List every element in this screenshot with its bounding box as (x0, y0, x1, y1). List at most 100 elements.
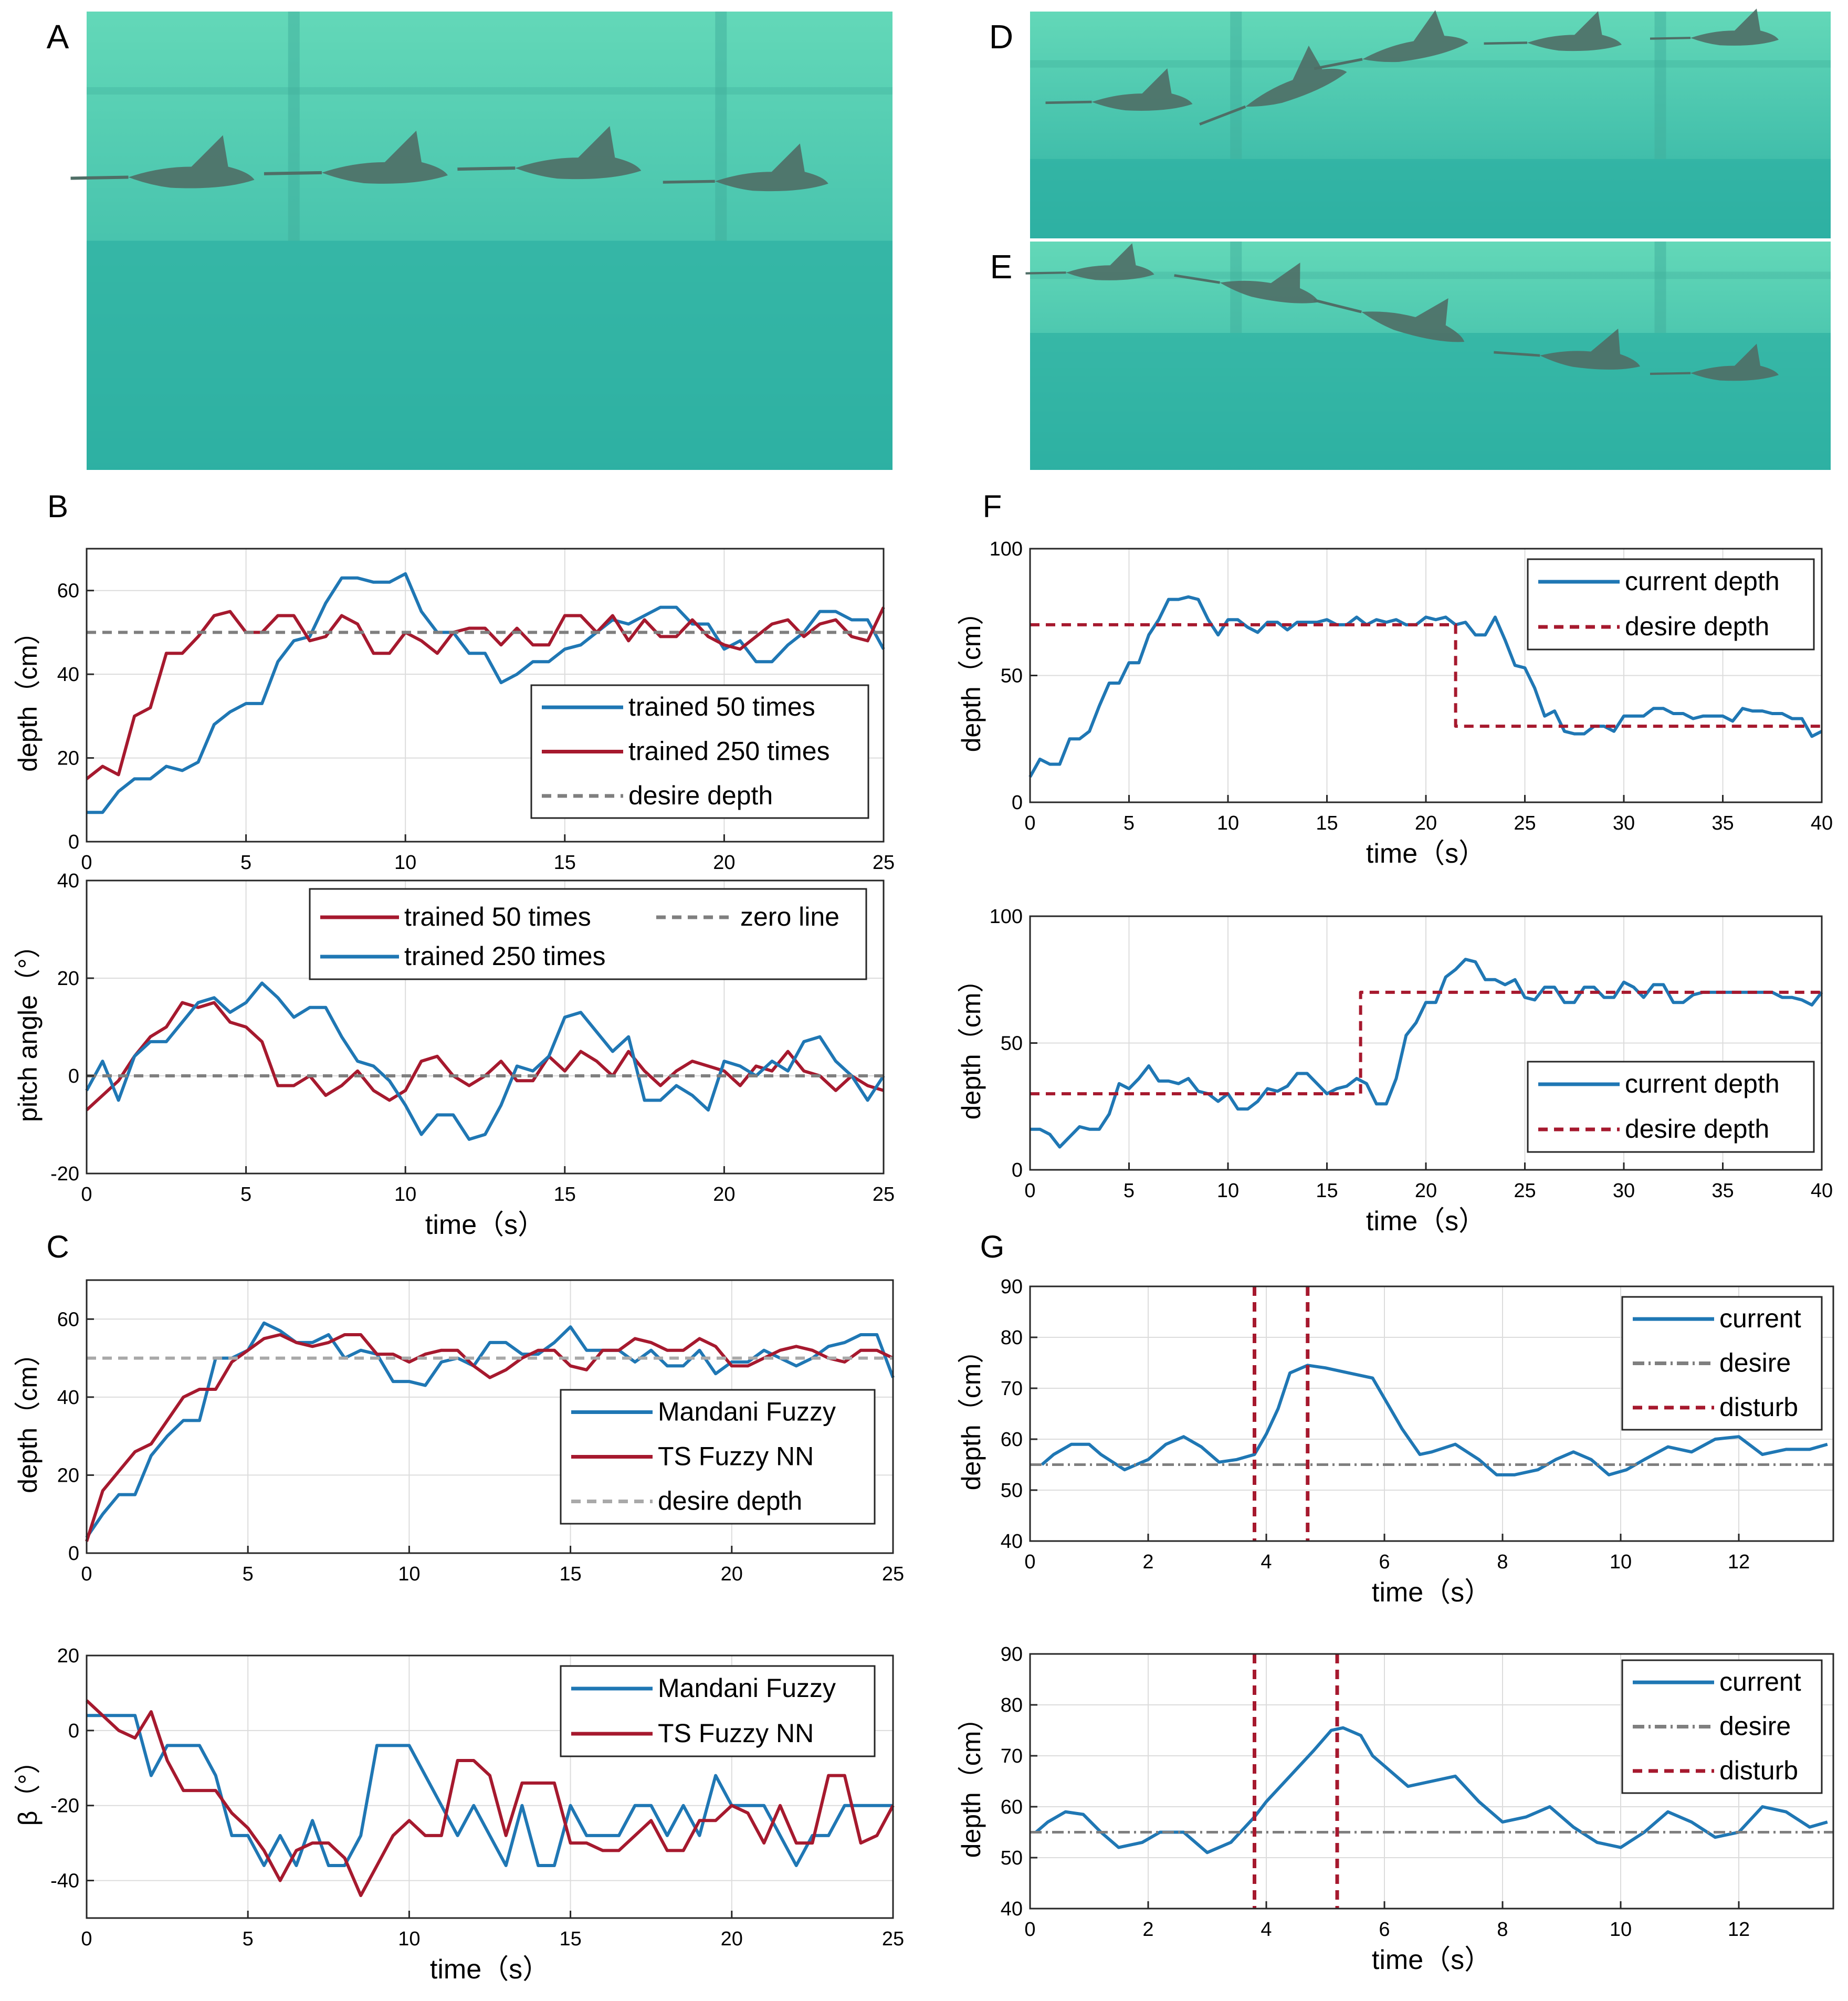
y-tick-label: 60 (1001, 1796, 1023, 1818)
x-tick-label: 6 (1379, 1919, 1390, 1941)
axes-box (1029, 1285, 1834, 1542)
x-tick-label: 25 (882, 1563, 904, 1585)
legend: current depth desire depth (1527, 558, 1815, 651)
series-line-current-depth (1030, 958, 1823, 1149)
x-tick-label: 0 (81, 1563, 92, 1585)
x-tick-label: 15 (559, 1563, 581, 1585)
y-tick-label: 0 (68, 1543, 79, 1565)
series-line-trained-250-times (85, 981, 885, 1141)
manta-tail (264, 171, 322, 175)
legend-label: desire depth (628, 781, 773, 810)
manta-tail (1199, 105, 1246, 126)
x-tick-label: 0 (81, 1183, 92, 1206)
manta-icon (1025, 243, 1154, 280)
legend-label: TS Fuzzy NN (658, 1719, 814, 1748)
manta-icon (1045, 68, 1193, 111)
tank-rail (87, 87, 892, 95)
tank-rail (1030, 60, 1831, 68)
legend-label: current (1719, 1667, 1801, 1696)
x-tick-label: 30 (1613, 812, 1635, 834)
y-tick-label: 60 (57, 1308, 79, 1330)
series-line-trained-50-times (87, 572, 885, 814)
y-tick-label: 50 (1001, 1480, 1023, 1502)
manta-icon (1484, 11, 1622, 51)
y-tick-label: 50 (1001, 665, 1023, 687)
x-tick-label: 5 (243, 1928, 254, 1950)
y-axis-label: depth（cm） (957, 599, 986, 752)
manta-tail (1314, 58, 1363, 70)
x-tick-label: 20 (721, 1928, 743, 1950)
chart-8: 0 2 4 6 8 10 12 40 50 60 70 80 90 time（s） depth（cm） cur… (957, 1643, 1834, 1975)
manta-body (1362, 10, 1468, 62)
x-tick-label: 10 (1217, 1180, 1239, 1202)
manta-body (715, 143, 828, 192)
legend-label: desire (1719, 1348, 1791, 1378)
legend-label: desire depth (658, 1486, 802, 1516)
legend-label: current depth (1625, 1069, 1780, 1098)
x-tick-label: 10 (398, 1928, 420, 1950)
tank-frame (1654, 12, 1666, 159)
y-tick-label: 50 (1001, 1847, 1023, 1869)
legend: Mandani Fuzzy TS Fuzzy NN desire depth (560, 1389, 876, 1525)
series-line-current (1035, 1726, 1828, 1855)
x-tick-label: 40 (1811, 812, 1833, 834)
x-axis-label: time（s） (425, 1210, 545, 1240)
manta-body (1361, 298, 1465, 342)
y-tick-label: 0 (68, 1720, 79, 1742)
y-tick-label: 40 (57, 870, 79, 892)
legend: current depth desire depth (1527, 1061, 1815, 1153)
y-tick-label: -40 (50, 1870, 79, 1892)
x-tick-label: 2 (1142, 1551, 1153, 1573)
y-tick-label: -20 (50, 1795, 79, 1817)
x-tick-label: 25 (882, 1928, 904, 1950)
x-tick-label: 25 (1514, 1180, 1536, 1202)
x-tick-label: 15 (1316, 812, 1338, 834)
tank-floor (87, 240, 892, 470)
x-tick-label: 5 (1124, 1180, 1135, 1202)
legend-label: desire depth (1625, 1114, 1769, 1144)
manta-icon (1199, 45, 1347, 126)
manta-tail (70, 175, 129, 180)
axes-box (86, 1654, 894, 1919)
y-tick-label: 20 (57, 968, 79, 990)
x-tick-label: 15 (559, 1928, 581, 1950)
panel-label: C (46, 1229, 69, 1264)
series-line-ts-fuzzy-nn (85, 1333, 894, 1542)
y-axis-label: depth（cm） (957, 1705, 986, 1858)
x-tick-label: 35 (1712, 1180, 1734, 1202)
x-tick-label: 0 (1024, 812, 1035, 834)
x-tick-label: 0 (81, 852, 92, 874)
manta-tail (1313, 299, 1362, 313)
manta-tail (1174, 274, 1220, 284)
x-axis-label: time（s） (1372, 1577, 1492, 1608)
y-tick-label: 40 (57, 664, 79, 686)
axes-box (86, 548, 885, 843)
x-tick-label: 35 (1712, 812, 1734, 834)
chart-6: 0 5 10 15 20 25 30 35 40 0 50 100 time（s） depth（cm） cu… (957, 906, 1833, 1237)
legend: trained 50 times trained 250 times desire … (530, 684, 869, 819)
manta-body (1690, 343, 1779, 381)
x-tick-label: 6 (1379, 1551, 1390, 1573)
manta-body (1220, 263, 1319, 303)
panel-label: G (980, 1229, 1005, 1264)
y-tick-label: 0 (68, 831, 79, 853)
manta-body (1066, 243, 1154, 280)
y-tick-label: 80 (1001, 1327, 1023, 1349)
manta-icon (1650, 8, 1779, 46)
legend-label: trained 250 times (628, 737, 830, 766)
legend-box (309, 888, 867, 980)
y-axis-label: β（°） (13, 1748, 43, 1826)
x-axis-label: time（s） (1366, 839, 1486, 869)
manta-icon (1650, 343, 1779, 381)
manta-icon (1494, 328, 1641, 370)
manta-body (1527, 11, 1622, 51)
series-line-ts-fuzzy-nn (85, 1699, 895, 1898)
manta-icon (70, 135, 255, 188)
axes-box (86, 1279, 894, 1554)
y-tick-label: 100 (990, 538, 1023, 560)
y-tick-label: 60 (57, 580, 79, 602)
y-tick-label: 90 (1001, 1276, 1023, 1298)
